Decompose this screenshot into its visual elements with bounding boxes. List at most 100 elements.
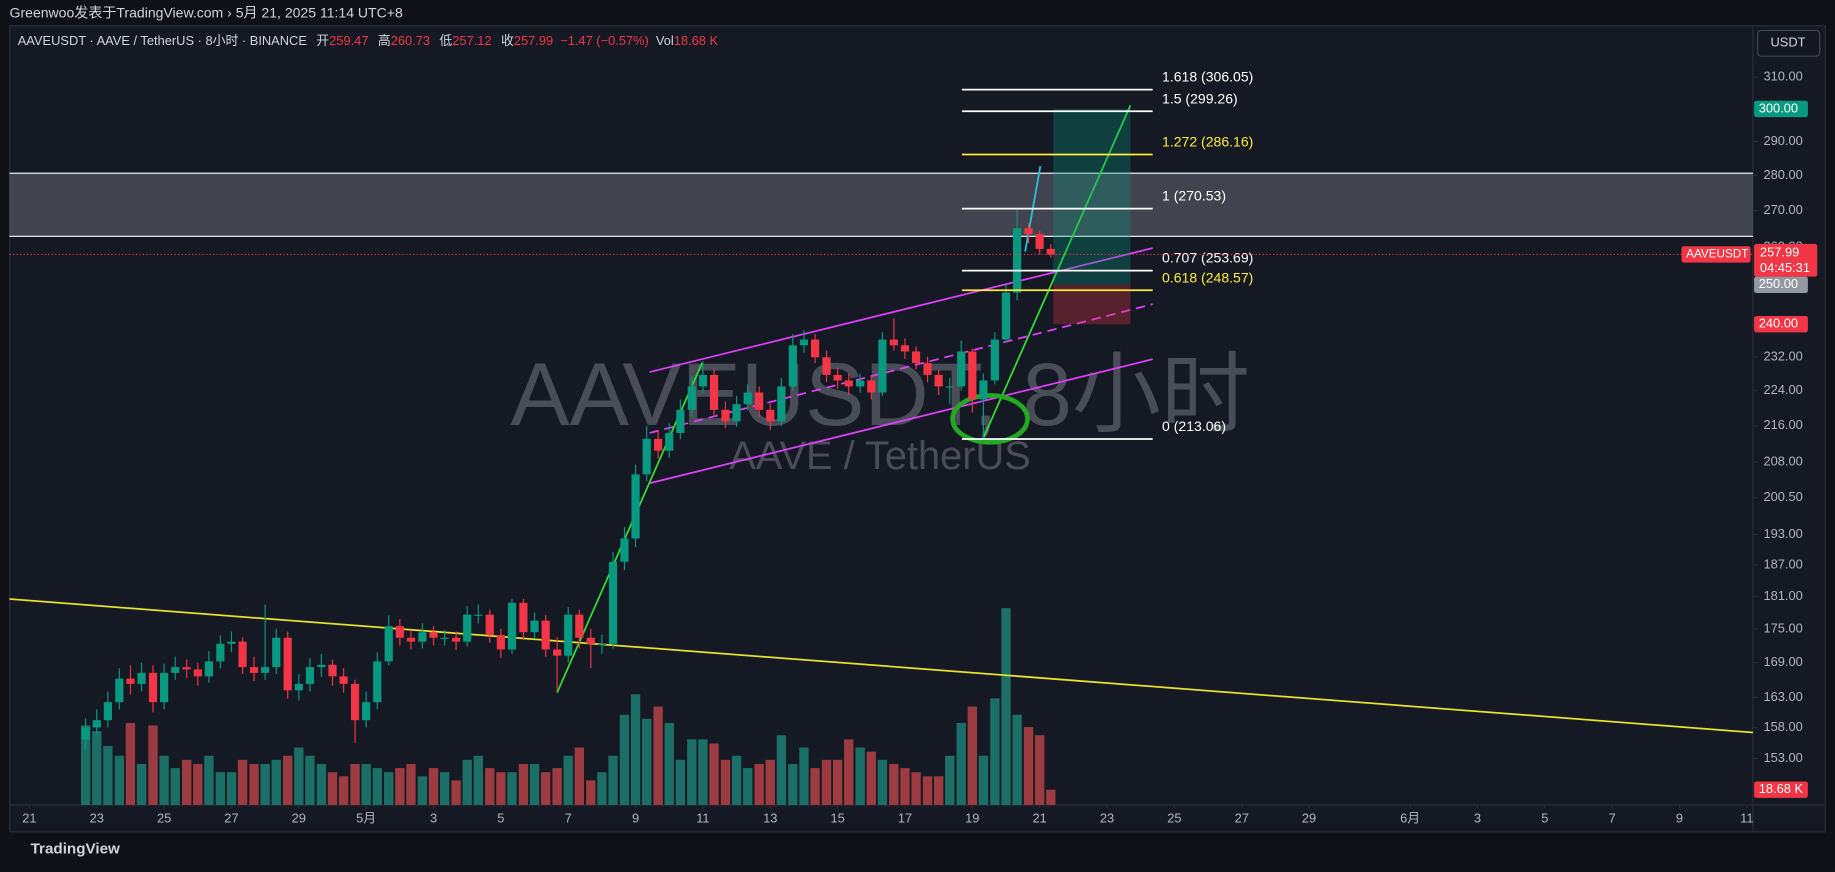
x-tick-label: 11 (1740, 810, 1753, 825)
candle-body (968, 351, 977, 400)
candle-body (810, 339, 820, 358)
volume-bar (956, 722, 966, 805)
candle-body (867, 380, 876, 393)
header: Greenwoo发表于TradingView.com › 5月 21, 2025… (10, 5, 403, 21)
last-price-tag (1754, 243, 1818, 277)
candle-body (261, 667, 270, 673)
volume-bar (608, 755, 618, 805)
volume-bar (1034, 735, 1045, 805)
volume-bar (170, 768, 180, 805)
volume-bar (125, 722, 136, 805)
candle-body (642, 438, 651, 475)
volume-bar (574, 747, 585, 805)
currency-box[interactable] (1757, 29, 1821, 57)
candle-body (148, 672, 158, 703)
candle-body (193, 669, 202, 677)
volume-bar (743, 768, 753, 805)
candle-body (586, 637, 595, 644)
volume-bar (642, 718, 652, 805)
candle-body (564, 614, 573, 656)
volume-bar (136, 763, 147, 805)
candle-body (844, 380, 853, 387)
candle-body (160, 672, 169, 703)
y-tick-label: 175.00 (1763, 620, 1802, 635)
y-tick-label: 290.00 (1763, 133, 1802, 148)
y-tick-label: 181.00 (1763, 588, 1802, 603)
channel-mid (649, 303, 1153, 434)
volume-bar (439, 772, 450, 805)
candle-body (878, 339, 887, 393)
volume-bar (271, 759, 281, 805)
candle-body (485, 614, 494, 635)
candle-body (788, 345, 797, 387)
volume-bar (709, 743, 719, 805)
volume-bar (305, 755, 315, 805)
candle-body (496, 634, 505, 650)
x-tick-label: 19 (965, 810, 979, 825)
currency[interactable]: USDT (1771, 35, 1806, 50)
volume-bar (496, 772, 506, 805)
candle-body (957, 351, 966, 387)
candle-body (575, 614, 584, 638)
volume-bar (159, 755, 169, 805)
candle-body (519, 602, 528, 633)
candle-body (620, 538, 629, 562)
volume-bar (933, 776, 944, 805)
candle-body (553, 649, 562, 656)
legend: AAVEUSDT · AAVE / TetherUS · 8小时 · BINAN… (18, 34, 719, 49)
candle-body (654, 438, 663, 451)
candle-body (171, 667, 180, 673)
volume-bar (922, 776, 933, 805)
candle-body (463, 614, 472, 642)
candle-body (755, 392, 764, 410)
candle-body (182, 667, 191, 670)
volume-bar (967, 706, 978, 805)
x-tick-label: 11 (696, 810, 709, 825)
volume-bar (754, 763, 764, 805)
y-tick-label: 232.00 (1763, 348, 1802, 363)
volume-bar (114, 755, 125, 805)
x-tick-label: 27 (1235, 810, 1249, 825)
candle-body (743, 392, 752, 405)
volume-bar (406, 763, 416, 805)
y-tick-label: 224.00 (1763, 382, 1802, 397)
candle-body (597, 643, 606, 646)
candle-body (631, 474, 640, 539)
y-tick-label: 187.00 (1763, 556, 1802, 571)
volume-bar (866, 751, 876, 805)
y-tick-label: 158.00 (1763, 719, 1802, 734)
volume-bar (776, 735, 787, 805)
symbol-tag (1681, 246, 1751, 263)
volume-bar (148, 725, 158, 805)
fib-label: 0 (213.06) (1162, 418, 1226, 434)
candle-body (339, 676, 348, 684)
volume-bar (92, 731, 102, 805)
volume-bar (395, 768, 405, 805)
volume-bar (249, 763, 259, 805)
candle-body (283, 637, 292, 691)
candle-body (227, 641, 236, 644)
volume-bar (799, 747, 809, 805)
candle-body (990, 339, 999, 381)
x-tick-label: 13 (763, 810, 777, 825)
position-target (1053, 108, 1131, 285)
candle-body (687, 386, 696, 410)
fib-label: 1.618 (306.05) (1162, 69, 1253, 85)
x-tick-label: 29 (1302, 810, 1316, 825)
volume-bar (889, 763, 899, 805)
volume-bar (877, 759, 888, 805)
candle-body (204, 661, 214, 677)
candle-body (856, 380, 865, 387)
candle-body (676, 409, 685, 433)
candle-body (216, 643, 225, 662)
candle-body (474, 614, 483, 616)
candle-body (1013, 228, 1022, 293)
trendline (9, 598, 1753, 734)
candle-body (328, 664, 337, 677)
volume-bar (80, 725, 91, 805)
y-tick-label: 310.00 (1763, 69, 1802, 84)
price-tag (1754, 315, 1808, 333)
volume-tag-label: 18.68 K (1759, 781, 1804, 796)
candle-body (945, 386, 954, 388)
